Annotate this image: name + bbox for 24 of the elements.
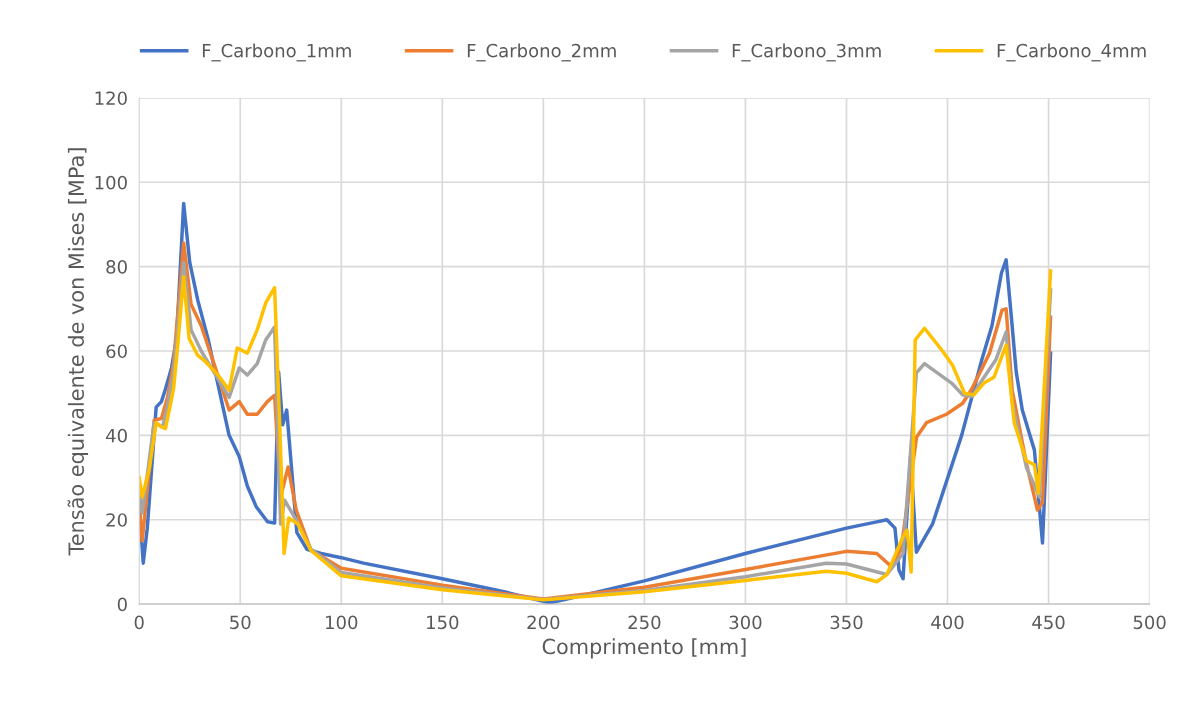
x-tick-label: 350 <box>830 615 863 630</box>
x-tick-label: 250 <box>628 615 661 630</box>
x-tick-label: 450 <box>1032 615 1065 630</box>
y-tick-label: 40 <box>106 428 127 443</box>
y-tick-label: 80 <box>106 260 127 274</box>
legend-label: F_Carbono_1mm <box>202 43 351 62</box>
x-tick-label: 300 <box>729 615 762 630</box>
y-tick-label: 20 <box>106 513 127 527</box>
x-tick-label: 200 <box>527 615 560 630</box>
y-axis-title: Tensão equivalente de von Mises [MPa] <box>67 148 89 556</box>
x-tick-label: 50 <box>230 615 251 630</box>
legend-label: F_Carbono_4mm <box>997 43 1146 62</box>
y-tick-label: 120 <box>95 91 127 106</box>
x-tick-label: 500 <box>1133 615 1166 630</box>
x-axis-title: Comprimento [mm] <box>542 638 746 659</box>
y-tick-label: 100 <box>95 175 127 190</box>
x-tick-label: 100 <box>326 615 358 630</box>
legend-label: F_Carbono_2mm <box>467 43 616 62</box>
x-tick-label: 400 <box>931 615 964 630</box>
y-tick-label: 60 <box>106 344 127 359</box>
x-tick-label: 150 <box>427 615 459 630</box>
y-tick-label: 0 <box>117 597 127 612</box>
x-tick-label: 0 <box>134 615 144 630</box>
legend-label: F_Carbono_3mm <box>732 43 881 62</box>
